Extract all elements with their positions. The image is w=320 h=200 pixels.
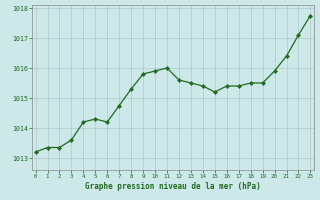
- X-axis label: Graphe pression niveau de la mer (hPa): Graphe pression niveau de la mer (hPa): [85, 182, 261, 191]
